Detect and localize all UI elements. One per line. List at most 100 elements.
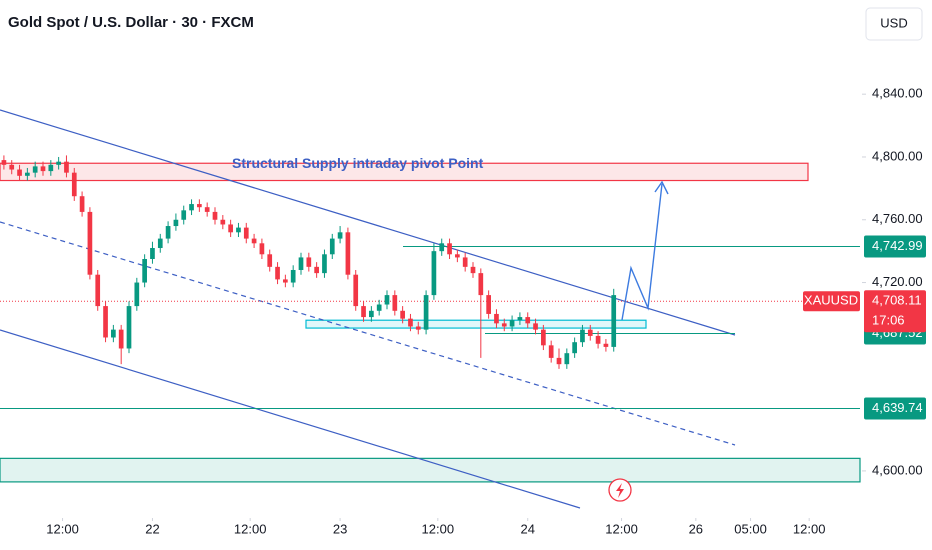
candle-body: [353, 274, 359, 307]
candle-body: [533, 323, 538, 330]
candle-body: [220, 219, 226, 225]
candle-body: [462, 257, 468, 267]
event-bolt: [616, 483, 624, 498]
candle-body: [189, 204, 194, 211]
candle-body: [173, 219, 179, 227]
zones: Structural Supply intraday pivot Point: [0, 155, 861, 483]
candle-body: [314, 266, 319, 274]
candle-body: [259, 243, 265, 255]
candle-body: [587, 329, 593, 336]
candle-body: [329, 238, 335, 255]
y-tick-label: 4,600.00: [872, 462, 923, 477]
candle-body: [556, 357, 562, 365]
candle-body: [580, 329, 585, 343]
candle-body: [267, 254, 273, 267]
x-tick-label: 12:00: [793, 521, 826, 536]
candle-body: [345, 232, 351, 275]
y-tick-label: 4,760.00: [872, 211, 923, 226]
candle-body: [40, 166, 46, 172]
candle-body: [157, 238, 163, 249]
candle-body: [126, 306, 132, 349]
candle-body: [478, 273, 484, 296]
level-label: 4,639.74: [872, 400, 923, 415]
level-label-box: [864, 235, 926, 258]
x-tick-label: 22: [145, 521, 159, 536]
candles: [1, 155, 617, 369]
levels: [0, 245, 860, 410]
zone-label: Structural Supply intraday pivot Point: [232, 155, 484, 171]
currency-button[interactable]: [865, 7, 923, 41]
symbol-label: XAUUSD: [804, 293, 858, 308]
candle-body: [541, 329, 546, 346]
x-tick-label: 12:00: [46, 521, 79, 536]
x-tick-label: 24: [520, 521, 534, 536]
candle-body: [204, 207, 210, 212]
candle-body: [228, 224, 233, 233]
candle-body: [111, 329, 116, 338]
candle-body: [290, 269, 296, 283]
candle-body: [87, 211, 93, 275]
x-tick-label: 12:00: [605, 521, 638, 536]
last-price-label: 4,708.11: [872, 293, 922, 308]
candle-body: [32, 166, 38, 173]
candle-body: [572, 342, 577, 354]
channel-middle: [0, 221, 736, 446]
candle-body: [400, 310, 405, 319]
candle-body: [525, 317, 531, 324]
candle-body: [447, 243, 452, 255]
candle-body: [236, 227, 241, 233]
channel-lower: [0, 329, 581, 509]
currency: USD: [880, 15, 907, 30]
arrow-head: [654, 180, 669, 195]
candle-body: [415, 326, 421, 330]
candle-body: [408, 318, 413, 327]
x-tick-label: 05:00: [734, 521, 767, 536]
candle-body: [470, 266, 476, 274]
candle-body: [118, 329, 124, 349]
candle-body: [48, 164, 54, 172]
last-price-box: [864, 290, 926, 333]
zone: [0, 457, 861, 483]
candle-body: [9, 164, 15, 170]
candle-body: [197, 204, 202, 208]
candle-body: [509, 320, 515, 327]
level-label: 4,742.99: [872, 238, 923, 253]
candle-body: [564, 353, 570, 365]
candle-body: [611, 295, 617, 347]
candle-body: [486, 295, 491, 314]
candle-body: [322, 254, 327, 274]
candle-body: [95, 274, 101, 307]
axes: 4,600.00 4,720.00 4,760.00 4,800.00 4,840.00…: [46, 86, 926, 536]
candle-body: [103, 306, 108, 338]
candle-body: [423, 295, 429, 330]
candle-body: [243, 227, 249, 239]
candle-body: [548, 345, 554, 358]
zone: [0, 162, 809, 182]
candle-body: [376, 304, 382, 311]
candle-body: [298, 257, 304, 270]
candle-body: [64, 161, 69, 173]
candle-body: [501, 323, 507, 327]
y-tick-label: 4,800.00: [872, 148, 923, 163]
candle-body: [56, 161, 61, 165]
chart-title: Gold Spot / U.S. Dollar · 30 · FXCM: [8, 14, 254, 31]
level-label-box: [864, 397, 926, 420]
candle-body: [384, 295, 390, 305]
candle-body: [431, 251, 437, 296]
zone: [305, 319, 647, 329]
price-axis: [864, 0, 932, 550]
candle-body: [181, 210, 187, 220]
candle-body: [165, 226, 171, 239]
x-tick-label: 12:00: [422, 521, 455, 536]
candle-body: [306, 257, 312, 267]
candle-body: [25, 172, 30, 176]
candle-body: [134, 282, 140, 307]
candle-body: [142, 259, 147, 283]
candle-body: [1, 160, 7, 165]
candle-body: [455, 254, 460, 258]
candle-body: [517, 317, 523, 321]
candle-body: [283, 279, 288, 283]
candle-body: [17, 169, 22, 176]
candle-body: [275, 266, 280, 280]
x-tick-label: 12:00: [234, 521, 267, 536]
